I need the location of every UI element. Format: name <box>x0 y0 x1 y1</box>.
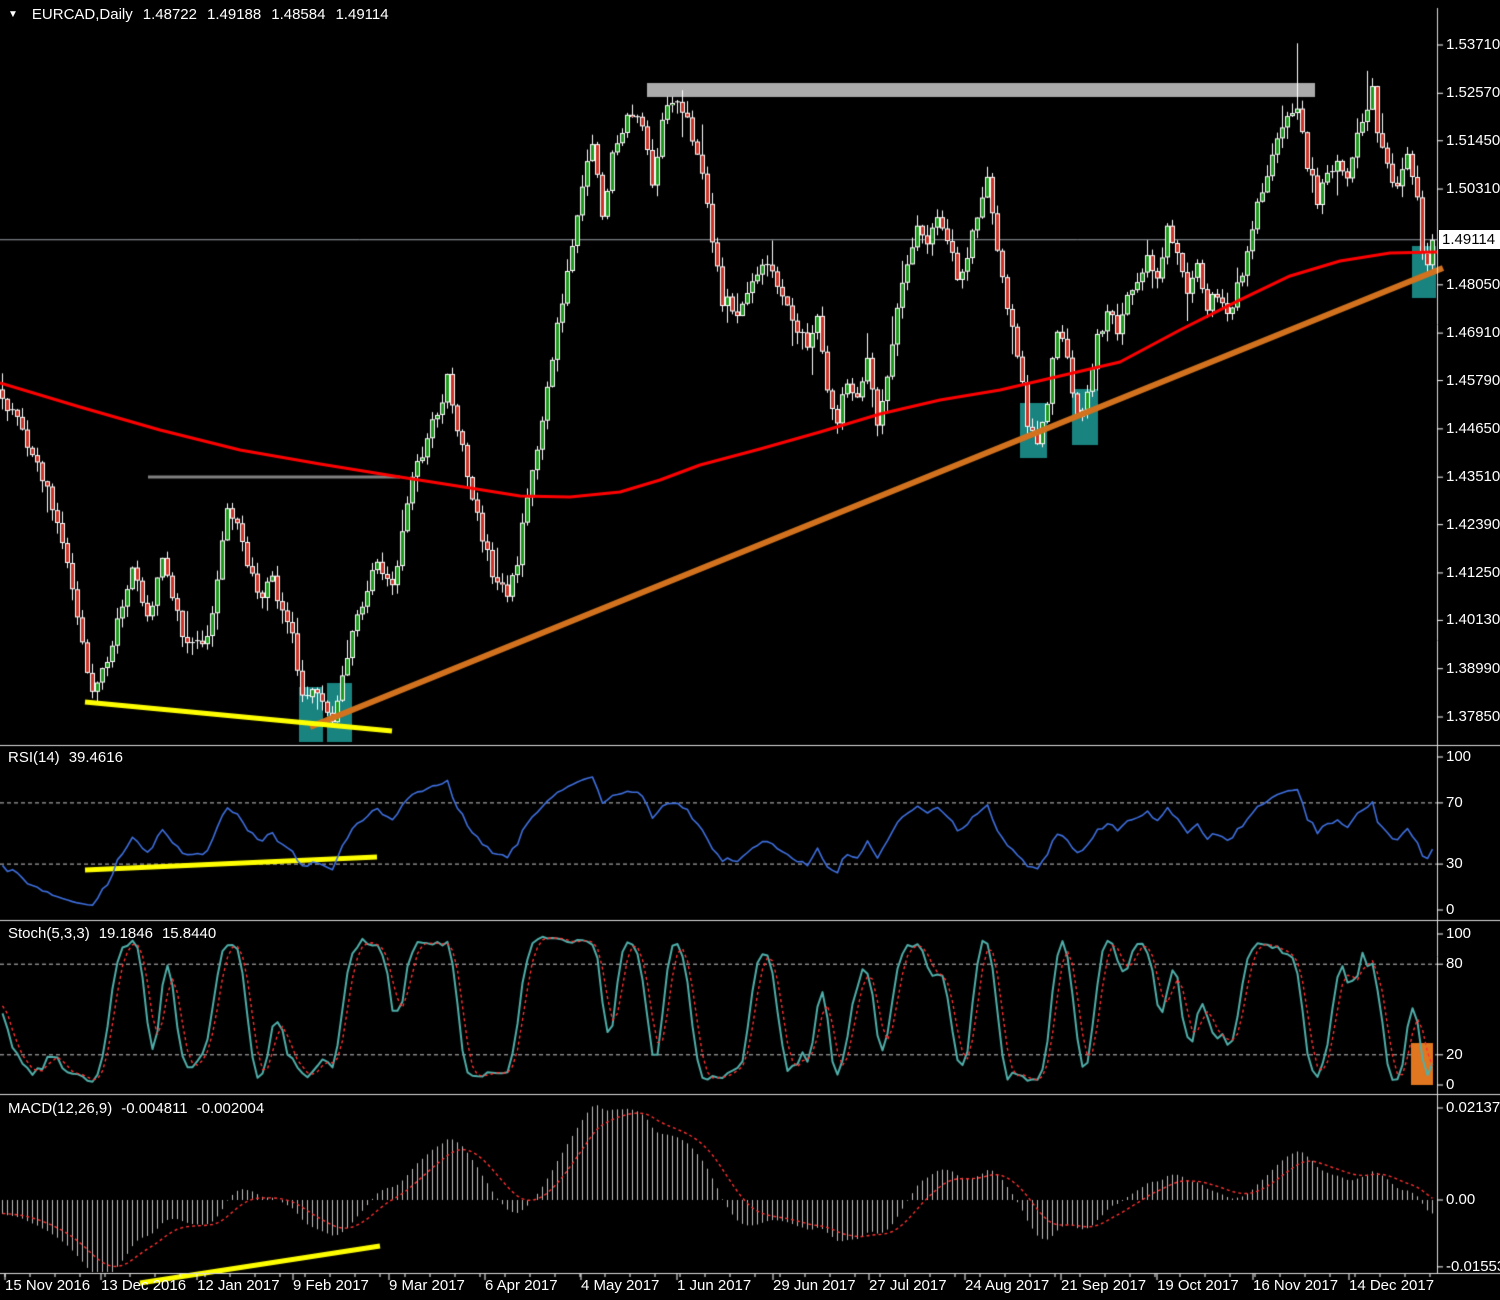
macd-signal-value: -0.002004 <box>196 1100 265 1117</box>
current-price-badge: 1.49114 <box>1439 230 1500 250</box>
stoch-label: Stoch(5,3,3) <box>8 925 90 942</box>
close-value: 1.49114 <box>335 6 389 23</box>
macd-panel-title: MACD(12,26,9) -0.004811 -0.002004 <box>8 1100 264 1117</box>
collapse-triangle-icon[interactable]: ▼ <box>8 8 18 20</box>
stoch-signal-value: 15.8440 <box>161 925 217 942</box>
stoch-main-value: 19.1846 <box>98 925 153 942</box>
rsi-label: RSI(14) <box>8 749 60 766</box>
stoch-panel-title: Stoch(5,3,3) 19.1846 15.8440 <box>8 925 216 942</box>
rsi-value: 39.4616 <box>68 749 123 766</box>
rsi-panel-title: RSI(14) 39.4616 <box>8 749 123 766</box>
open-value: 1.48722 <box>142 6 197 23</box>
macd-label: MACD(12,26,9) <box>8 1100 113 1117</box>
macd-main-value: -0.004811 <box>121 1100 188 1117</box>
low-value: 1.48584 <box>271 6 326 23</box>
symbol-period-label: EURCAD,Daily <box>31 6 133 23</box>
chart-header: ▼ EURCAD,Daily 1.48722 1.49188 1.48584 1… <box>8 6 389 23</box>
high-value: 1.49188 <box>207 6 262 23</box>
